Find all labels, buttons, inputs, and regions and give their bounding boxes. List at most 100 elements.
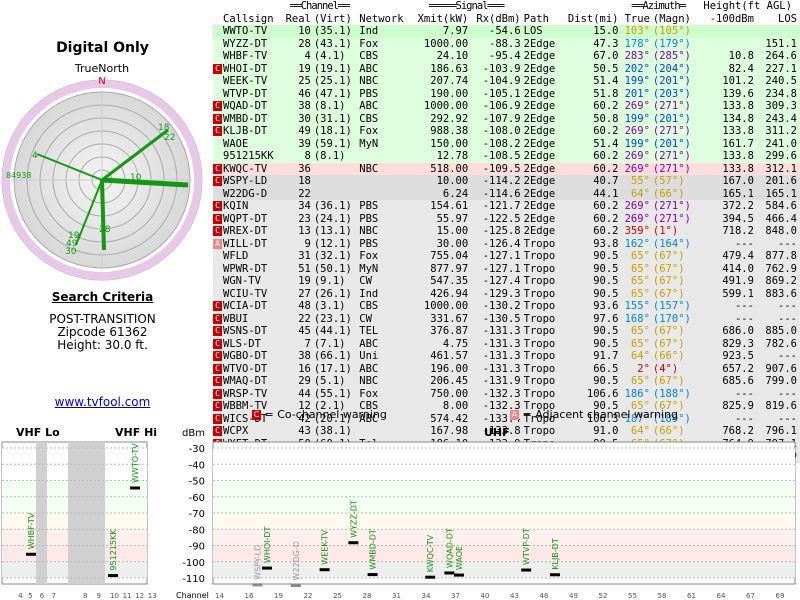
cell-magn: (201°) — [652, 137, 691, 150]
table-row[interactable]: WYZZ-DT 28 (43.1) Fox 1000.00 -88.3 2Edge 47.3 1… — [213, 37, 800, 50]
cell-xmit: 55.97 — [436, 212, 469, 225]
table-row[interactable]: C WQPT-DT 23 (24.1) PBS 55.97 -122.5 2Edge 60.2 2… — [213, 212, 800, 225]
table-row[interactable]: C WRSP-TV 44 (55.1) Fox 750.00 -132.3 Tropo 106.… — [213, 387, 800, 400]
signal-bar[interactable] — [319, 568, 330, 572]
cell-magn: (203°) — [652, 87, 691, 100]
cell-h1: 923.5 — [722, 350, 754, 362]
table-row[interactable]: WTVP-DT 46 (47.1) PBS 190.00 -105.1 2Edge 51.8 2… — [213, 87, 800, 100]
table-row[interactable]: C WGBO-DT 38 (66.1) Uni 461.57 -131.3 Tropo 91.7… — [213, 350, 800, 363]
signal-bar[interactable] — [108, 574, 118, 578]
table-row[interactable]: C WCIA-DT 48 (3.1) CBS 1000.00 -130.2 Tropo 93.6… — [213, 300, 800, 313]
cell-call: WBBM-TV — [223, 400, 268, 412]
table-row[interactable]: 951215KK 8 (8.1) 12.78 -108.5 2Edge 60.2 269° (2… — [213, 150, 800, 163]
cell-xmit: 24.10 — [436, 50, 469, 62]
signal-bar[interactable] — [348, 541, 359, 545]
cell-xmit: 150.00 — [430, 137, 469, 150]
signal-bar[interactable] — [521, 568, 532, 572]
table-row[interactable]: C WCPX 43 (38.1) 167.98 -133.8 Tropo 91.0 64° (66… — [213, 425, 800, 438]
table-row[interactable]: A WILL-DT 9 (12.1) PBS 30.00 -126.4 Tropo 93.8 16… — [213, 237, 800, 250]
signal-bar[interactable] — [444, 571, 455, 575]
signal-bar[interactable] — [367, 573, 378, 577]
table-row[interactable]: C WTVO-DT 16 (17.1) ABC 196.00 -131.3 Tropo 66.5… — [213, 362, 800, 375]
table-row[interactable]: C WSNS-DT 45 (44.1) TEL 376.87 -131.3 Tropo 90.5… — [213, 325, 800, 338]
table-row[interactable]: WGN-TV 19 (9.1) CW 547.35 -127.4 Tropo 90.5 65°(… — [213, 275, 800, 288]
table-row[interactable]: C WMBD-DT 30 (31.1) CBS 292.92 -107.9 2Edge 50.8… — [213, 112, 800, 125]
table-row[interactable]: C WHOI-DT 19 (19.1) ABC 186.63 -103.9 2Edge 50.5… — [213, 62, 800, 75]
cell-h1: --- — [734, 387, 754, 400]
table-row[interactable]: C WBBM-TV 12 (2.1) CBS 8.00 -132.3 Tropo 90.5 65°… — [213, 400, 800, 413]
cell-call: WILL-DT — [223, 237, 268, 250]
cell-rx: -129.3 — [482, 287, 521, 300]
table-row[interactable]: WPWR-DT 51 (50.1) MyN 877.97 -127.1 Tropo 90.5 6… — [213, 262, 800, 275]
cell-h1: 10.8 — [728, 50, 754, 62]
cell-dist: 51.8 — [593, 87, 619, 100]
table-row[interactable]: C WMAQ-DT 29 (5.1) NBC 206.45 -131.9 Tropo 90.5 6… — [213, 375, 800, 388]
cell-path: Tropo — [523, 275, 556, 287]
cell-xmit: 15.00 — [436, 225, 469, 237]
cell-net: Uni — [359, 350, 379, 362]
cell-path: Tropo — [523, 425, 556, 437]
signal-bar[interactable] — [454, 573, 464, 577]
cell-real: 29 — [298, 375, 311, 387]
cell-true: 155° — [624, 300, 650, 312]
radar-label: 18 — [158, 123, 170, 133]
cell-call: WREX-DT — [223, 225, 268, 237]
table-row[interactable]: WFLD 31 (32.1) Fox 755.04 -127.1 Tropo 90.5 65°(… — [213, 250, 800, 263]
group-height: Height(ft AGL) — [703, 0, 792, 12]
cell-rx: -131.3 — [482, 350, 521, 362]
cell-dist: 93.8 — [593, 237, 619, 250]
table-row[interactable]: WEEK-TV 25 (25.1) NBC 207.74 -104.9 2Edge 51.4 1… — [213, 75, 800, 88]
signal-bar[interactable] — [252, 583, 263, 587]
cell-real: 48 — [298, 300, 311, 312]
cell-dist: 90.5 — [593, 400, 619, 412]
cell-h1: 82.4 — [728, 62, 754, 75]
cell-virt: (9.1) — [313, 275, 346, 287]
cell-magn: (67°) — [652, 262, 685, 275]
cell-magn: (201°) — [652, 75, 691, 87]
signal-bar[interactable] — [130, 486, 140, 490]
compass-north: N — [98, 76, 105, 87]
table-row[interactable]: C KWQC-TV 36 NBC 518.00 -109.5 2Edge 60.2 269° (2… — [213, 162, 800, 175]
signal-bar[interactable] — [425, 575, 436, 579]
cell-path: 2Edge — [523, 112, 556, 125]
table-row[interactable]: WAOE 39 (59.1) MyN 150.00 -108.2 2Edge 51.4 199°… — [213, 137, 800, 150]
station-label: WEEK-TV — [321, 529, 330, 564]
table-row[interactable]: WCIU-TV 27 (26.1) Ind 426.94 -129.3 Tropo 90.5 6… — [213, 287, 800, 300]
cell-h1: 685.6 — [722, 375, 754, 387]
cell-net: PBS — [359, 87, 379, 100]
table-row[interactable]: C KQIN 34 (36.1) PBS 154.61 -121.7 2Edge 60.2 269… — [213, 200, 800, 213]
cell-call: WCIU-TV — [223, 287, 268, 300]
table-row[interactable]: W22DG-D 22 6.24 -114.6 2Edge 44.1 64° (66°) 165.… — [213, 187, 800, 200]
table-row[interactable]: C WSPY-LD 18 10.00 -114.2 2Edge 40.7 55° (57°) 16… — [213, 175, 800, 188]
cell-h2: 299.6 — [765, 150, 797, 162]
table-row[interactable]: C WLS-DT 7 (7.1) ABC 4.75 -131.3 Tropo 90.5 65° (6… — [213, 337, 800, 350]
cell-path: Tropo — [523, 250, 556, 262]
signal-bar[interactable] — [262, 566, 272, 570]
x-tick-label: 37 — [451, 592, 460, 600]
station-label: WTVP-DT — [522, 528, 531, 565]
cell-real: 13 — [298, 225, 311, 237]
radar-plot: TrueNorth N 4 18 22 10 28 19 49 30 84938 — [1, 62, 203, 281]
signal-bar[interactable] — [550, 573, 560, 577]
station-label: WMBD-DT — [369, 529, 378, 570]
signal-bar[interactable] — [26, 552, 36, 556]
table-row[interactable]: C KLJB-DT 49 (18.1) Fox 988.38 -108.0 2Edge 60.2… — [213, 125, 800, 138]
cell-h2: 151.1 — [765, 37, 797, 50]
cell-path: 2Edge — [523, 175, 556, 187]
x-tick-label: 67 — [746, 592, 755, 600]
cell-path: Tropo — [523, 375, 556, 387]
cell-rx: -107.9 — [482, 112, 521, 125]
signal-bar[interactable] — [290, 583, 301, 587]
cell-h1: 825.9 — [722, 400, 754, 412]
table-row[interactable]: C WQAD-DT 38 (8.1) ABC 1000.00 -106.9 2Edge 60.2… — [213, 100, 800, 113]
cell-path: Tropo — [523, 400, 556, 412]
x-tick-label: 58 — [658, 592, 667, 600]
tvfool-link[interactable]: www.tvfool.com — [54, 395, 151, 409]
table-row[interactable]: WWTO-TV 10 (35.1) Ind 7.97 -54.6 LOS 15.0 103° (1… — [213, 25, 800, 38]
table-row[interactable]: WHBF-TV 4 (4.1) CBS 24.10 -95.4 2Edge 67.0 283°(… — [213, 50, 800, 63]
table-row[interactable]: C WICS-DT 42 (20.1) ABC 574.42 -133.4 Tropo 106.… — [213, 412, 800, 425]
table-row[interactable]: C WREX-DT 13 (13.1) NBC 15.00 -125.8 2Edge 60.2 3… — [213, 225, 800, 238]
cell-xmit: 426.94 — [430, 287, 469, 300]
cell-true: 64° — [630, 425, 650, 437]
table-row[interactable]: C WBUI 22 (23.1) CW 331.67 -130.5 Tropo 97.6 168°… — [213, 312, 800, 325]
